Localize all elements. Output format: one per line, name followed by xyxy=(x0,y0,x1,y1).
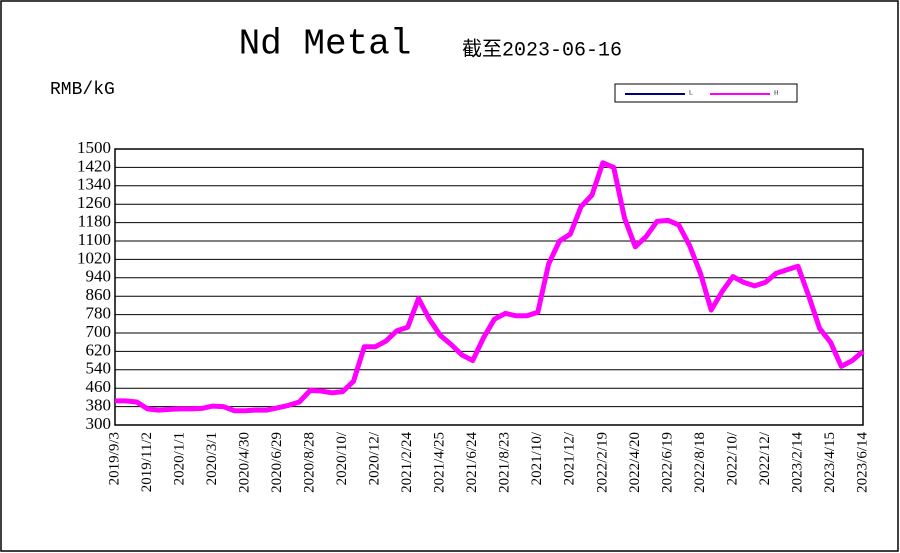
x-tick-label: 2021/10/ xyxy=(529,431,545,485)
x-tick-label: 2021/4/25 xyxy=(432,432,448,493)
y-tick-label: 620 xyxy=(86,340,112,359)
legend-label: H xyxy=(774,90,779,96)
x-tick-label: 2021/2/24 xyxy=(399,432,415,493)
y-tick-label: 1260 xyxy=(77,193,111,212)
x-tick-label: 2023/4/15 xyxy=(822,432,838,493)
x-tick-label: 2022/2/19 xyxy=(594,432,610,493)
x-tick-label: 2022/10/ xyxy=(724,431,740,485)
x-tick-label: 2022/6/19 xyxy=(659,432,675,493)
plot-border xyxy=(114,148,864,426)
x-tick-label: 2020/3/1 xyxy=(204,432,220,485)
y-tick-label: 380 xyxy=(86,396,112,415)
y-tick-label: 860 xyxy=(86,285,112,304)
y-tick-label: 1020 xyxy=(77,248,111,267)
x-tick-label: 2021/8/23 xyxy=(497,432,513,493)
y-tick-label: 1420 xyxy=(77,156,111,175)
y-axis-label: RMB/kG xyxy=(50,80,115,100)
legend-label: L xyxy=(689,90,693,96)
y-tick-label: 780 xyxy=(86,304,112,323)
y-tick-label: 300 xyxy=(86,414,112,433)
y-tick-label: 1180 xyxy=(78,212,111,231)
y-tick-label: 1500 xyxy=(77,138,111,157)
y-tick-label: 460 xyxy=(86,377,112,396)
x-tick-label: 2020/4/30 xyxy=(237,432,253,493)
y-tick-label: 700 xyxy=(86,322,112,341)
x-tick-label: 2020/6/29 xyxy=(269,432,285,493)
x-tick-label: 2022/8/18 xyxy=(692,432,708,493)
y-tick-label: 1340 xyxy=(77,175,111,194)
x-tick-label: 2020/10/ xyxy=(334,431,350,485)
x-tick-label: 2019/11/2 xyxy=(139,432,155,492)
data-line xyxy=(115,160,865,414)
x-tick-label: 2021/6/24 xyxy=(464,432,480,493)
x-tick-label: 2023/6/14 xyxy=(854,432,870,493)
y-tick-label: 940 xyxy=(86,267,112,286)
x-tick-label: 2020/1/1 xyxy=(171,432,187,485)
x-tick-label: 2019/9/3 xyxy=(106,432,122,485)
x-tick-label: 2020/8/28 xyxy=(302,432,318,493)
x-tick-label: 2022/12/ xyxy=(757,431,773,485)
y-tick-label: 1100 xyxy=(78,230,111,249)
x-tick-label: 2020/12/ xyxy=(367,431,383,485)
chart-subtitle: 截至2023-06-16 xyxy=(462,37,622,62)
x-tick-label: 2023/2/14 xyxy=(789,432,805,493)
x-tick-label: 2022/4/20 xyxy=(627,432,643,493)
chart-title: Nd Metal xyxy=(239,24,412,65)
y-tick-label: 540 xyxy=(86,359,112,378)
legend xyxy=(614,83,798,103)
x-tick-label: 2021/12/ xyxy=(562,431,578,485)
